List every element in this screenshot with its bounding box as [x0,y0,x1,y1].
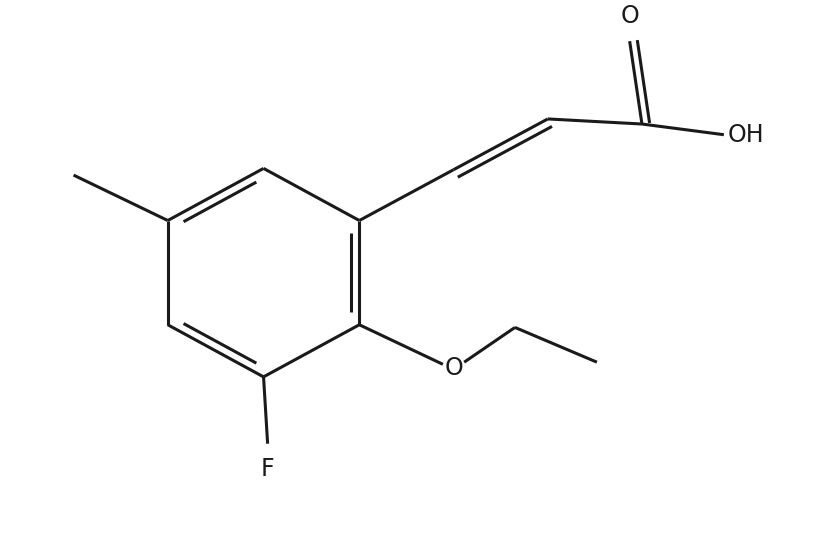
Text: F: F [261,457,275,481]
Text: O: O [444,355,463,380]
Text: O: O [621,4,639,28]
Text: OH: OH [728,123,764,147]
